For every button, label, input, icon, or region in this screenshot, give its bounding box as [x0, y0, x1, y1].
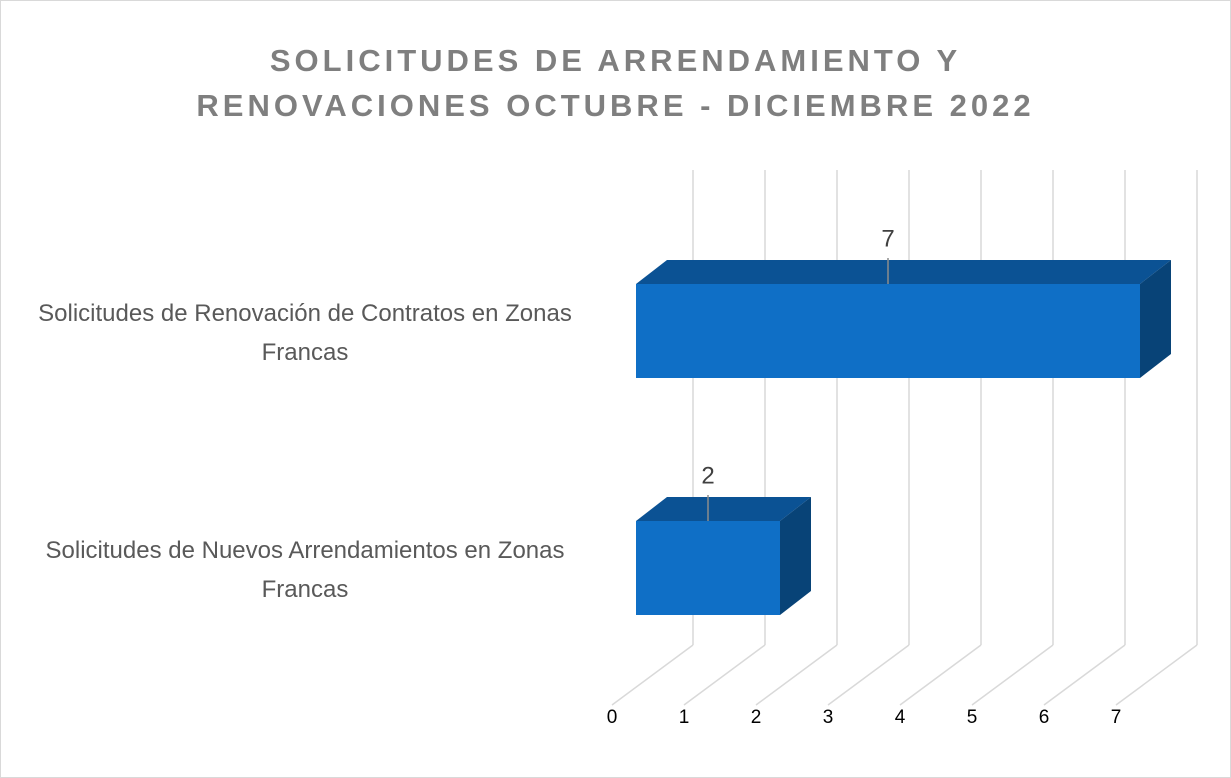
bar-top [636, 497, 811, 521]
x-tick-label: 2 [751, 707, 762, 728]
y-tick-label: Solicitudes de Nuevos Arrendamientos en … [45, 537, 565, 603]
bar [636, 284, 1140, 378]
floor-grid-line [1115, 644, 1198, 706]
floor-grid-line [1043, 644, 1126, 706]
y-tick-label: Solicitudes de Renovación de Contratos e… [38, 300, 572, 366]
x-tick-label: 6 [1039, 707, 1050, 728]
floor-grid-line [971, 644, 1054, 706]
x-tick-label: 1 [679, 707, 690, 728]
bar-side [780, 497, 811, 615]
title-line: SOLICITUDES DE ARRENDAMIENTO Y [269, 43, 962, 78]
x-tick-label: 3 [823, 707, 834, 728]
x-tick-label: 7 [1111, 707, 1122, 728]
floor-grid-line [611, 644, 694, 706]
chart-title: SOLICITUDES DE ARRENDAMIENTO Y RENOVACIO… [0, 38, 1231, 128]
x-tick-label: 4 [895, 707, 906, 728]
floor-grid-line [899, 644, 982, 706]
floor-grid-line [827, 644, 910, 706]
data-label: 7 [881, 225, 894, 252]
floor-grid-line [755, 644, 838, 706]
bar-side [1140, 260, 1171, 378]
floor-grid-line [683, 644, 766, 706]
title-line: RENOVACIONES OCTUBRE - DICIEMBRE 2022 [196, 88, 1035, 123]
bar-top [636, 260, 1171, 284]
bar [636, 521, 780, 615]
x-tick-label: 5 [967, 707, 978, 728]
x-tick-label: 0 [607, 707, 618, 728]
data-label: 2 [701, 462, 714, 489]
